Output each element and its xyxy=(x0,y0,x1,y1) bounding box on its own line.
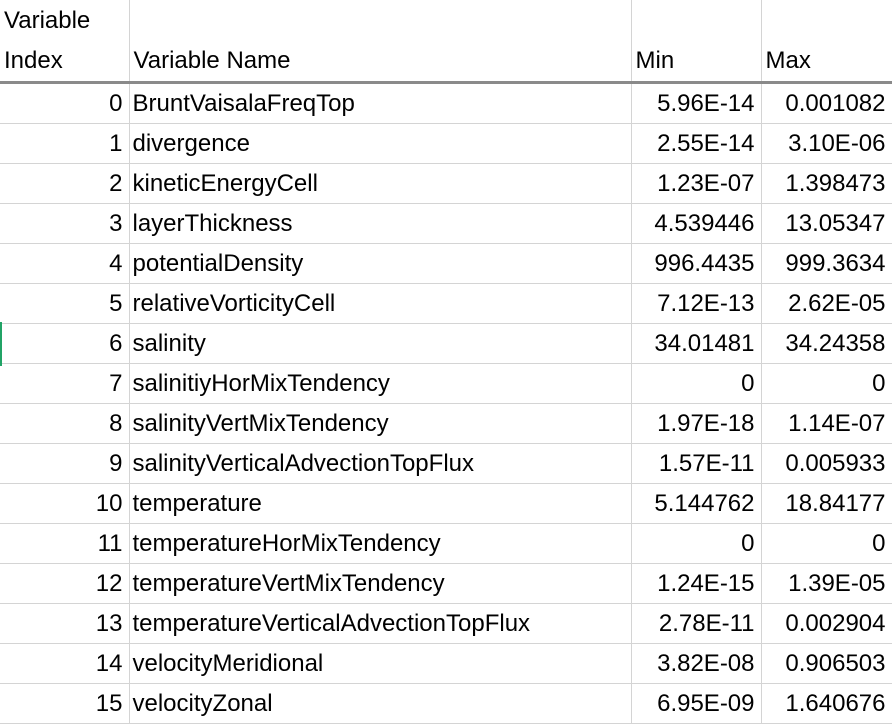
cell-max[interactable]: 18.84177 xyxy=(761,483,892,524)
cell-variable-name[interactable]: salinitiyHorMixTendency xyxy=(129,363,632,404)
header-cell-variable-name[interactable]: Variable Name xyxy=(129,0,632,84)
table-row: 0 BruntVaisalaFreqTop 5.96E-14 0.001082 xyxy=(0,82,892,124)
cell-min[interactable]: 7.12E-13 xyxy=(631,283,762,324)
cell-min[interactable]: 5.96E-14 xyxy=(631,82,762,124)
table-row: 8 salinityVertMixTendency 1.97E-18 1.14E-07 xyxy=(0,403,892,444)
cell-variable-index[interactable]: 6 xyxy=(0,323,130,364)
table-row: 12 temperatureVertMixTendency 1.24E-15 1.39… xyxy=(0,563,892,604)
table-row: 15 velocityZonal 6.95E-09 1.640676 xyxy=(0,683,892,724)
cell-min[interactable]: 0 xyxy=(631,523,762,564)
header-row: Variable Index Variable Name Min Max xyxy=(0,0,892,84)
active-cell-marker xyxy=(0,322,2,366)
cell-min[interactable]: 4.539446 xyxy=(631,203,762,244)
cell-variable-index[interactable]: 7 xyxy=(0,363,130,404)
cell-min[interactable]: 34.01481 xyxy=(631,323,762,364)
cell-variable-index[interactable]: 10 xyxy=(0,483,130,524)
cell-variable-index[interactable]: 9 xyxy=(0,443,130,484)
cell-variable-name[interactable]: salinity xyxy=(129,323,632,364)
header-cell-variable-index[interactable]: Variable Index xyxy=(0,0,130,84)
cell-variable-name[interactable]: salinityVerticalAdvectionTopFlux xyxy=(129,443,632,484)
cell-min[interactable]: 996.4435 xyxy=(631,243,762,284)
table-row: 1 divergence 2.55E-14 3.10E-06 xyxy=(0,123,892,164)
table-row: 2 kineticEnergyCell 1.23E-07 1.398473 xyxy=(0,163,892,204)
cell-max[interactable]: 13.05347 xyxy=(761,203,892,244)
cell-max[interactable]: 0 xyxy=(761,523,892,564)
cell-variable-name[interactable]: BruntVaisalaFreqTop xyxy=(129,82,632,124)
cell-min[interactable]: 5.144762 xyxy=(631,483,762,524)
cell-min[interactable]: 2.78E-11 xyxy=(631,603,762,644)
table-row: 5 relativeVorticityCell 7.12E-13 2.62E-05 xyxy=(0,283,892,324)
cell-variable-name[interactable]: temperatureVertMixTendency xyxy=(129,563,632,604)
cell-max[interactable]: 0.001082 xyxy=(761,82,892,124)
table-row: 10 temperature 5.144762 18.84177 xyxy=(0,483,892,524)
cell-variable-name[interactable]: salinityVertMixTendency xyxy=(129,403,632,444)
cell-variable-name[interactable]: temperature xyxy=(129,483,632,524)
cell-max[interactable]: 1.640676 xyxy=(761,683,892,724)
header-index-line1: Variable xyxy=(4,6,91,34)
cell-variable-name[interactable]: kineticEnergyCell xyxy=(129,163,632,204)
cell-variable-index[interactable]: 11 xyxy=(0,523,130,564)
cell-variable-index[interactable]: 4 xyxy=(0,243,130,284)
header-index-line2: Index xyxy=(4,46,63,74)
table-row: 7 salinitiyHorMixTendency 0 0 xyxy=(0,363,892,404)
cell-max[interactable]: 1.39E-05 xyxy=(761,563,892,604)
cell-min[interactable]: 1.23E-07 xyxy=(631,163,762,204)
table-row: 3 layerThickness 4.539446 13.05347 xyxy=(0,203,892,244)
cell-variable-name[interactable]: divergence xyxy=(129,123,632,164)
cell-variable-name[interactable]: relativeVorticityCell xyxy=(129,283,632,324)
cell-variable-index[interactable]: 12 xyxy=(0,563,130,604)
cell-max[interactable]: 0.906503 xyxy=(761,643,892,684)
cell-variable-name[interactable]: velocityMeridional xyxy=(129,643,632,684)
table-row: 13 temperatureVerticalAdvectionTopFlux 2.7… xyxy=(0,603,892,644)
cell-min[interactable]: 2.55E-14 xyxy=(631,123,762,164)
header-cell-max[interactable]: Max xyxy=(761,0,892,84)
cell-variable-name[interactable]: potentialDensity xyxy=(129,243,632,284)
cell-min[interactable]: 6.95E-09 xyxy=(631,683,762,724)
cell-max[interactable]: 1.398473 xyxy=(761,163,892,204)
cell-variable-index[interactable]: 3 xyxy=(0,203,130,244)
cell-variable-name[interactable]: layerThickness xyxy=(129,203,632,244)
cell-variable-index[interactable]: 1 xyxy=(0,123,130,164)
cell-max[interactable]: 0.002904 xyxy=(761,603,892,644)
cell-variable-index[interactable]: 2 xyxy=(0,163,130,204)
cell-max[interactable]: 3.10E-06 xyxy=(761,123,892,164)
cell-max[interactable]: 999.3634 xyxy=(761,243,892,284)
cell-min[interactable]: 1.24E-15 xyxy=(631,563,762,604)
cell-min[interactable]: 1.97E-18 xyxy=(631,403,762,444)
cell-max[interactable]: 2.62E-05 xyxy=(761,283,892,324)
cell-max[interactable]: 0.005933 xyxy=(761,443,892,484)
cell-max[interactable]: 34.24358 xyxy=(761,323,892,364)
cell-variable-name[interactable]: temperatureVerticalAdvectionTopFlux xyxy=(129,603,632,644)
cell-variable-index[interactable]: 13 xyxy=(0,603,130,644)
table-row: 9 salinityVerticalAdvectionTopFlux 1.57E-1… xyxy=(0,443,892,484)
table-row: 14 velocityMeridional 3.82E-08 0.906503 xyxy=(0,643,892,684)
cell-variable-index[interactable]: 14 xyxy=(0,643,130,684)
cell-variable-index[interactable]: 5 xyxy=(0,283,130,324)
cell-max[interactable]: 0 xyxy=(761,363,892,404)
cell-max[interactable]: 1.14E-07 xyxy=(761,403,892,444)
table-row: 4 potentialDensity 996.4435 999.3634 xyxy=(0,243,892,284)
cell-variable-index[interactable]: 15 xyxy=(0,683,130,724)
cell-min[interactable]: 3.82E-08 xyxy=(631,643,762,684)
header-cell-min[interactable]: Min xyxy=(631,0,762,84)
cell-min[interactable]: 1.57E-11 xyxy=(631,443,762,484)
cell-min[interactable]: 0 xyxy=(631,363,762,404)
cell-variable-name[interactable]: temperatureHorMixTendency xyxy=(129,523,632,564)
table-row: 6 salinity 34.01481 34.24358 xyxy=(0,323,892,364)
cell-variable-name[interactable]: velocityZonal xyxy=(129,683,632,724)
table-row: 11 temperatureHorMixTendency 0 0 xyxy=(0,523,892,564)
table-body: 0 BruntVaisalaFreqTop 5.96E-14 0.001082 1 div… xyxy=(0,82,892,724)
cell-variable-index[interactable]: 0 xyxy=(0,82,130,124)
cell-variable-index[interactable]: 8 xyxy=(0,403,130,444)
